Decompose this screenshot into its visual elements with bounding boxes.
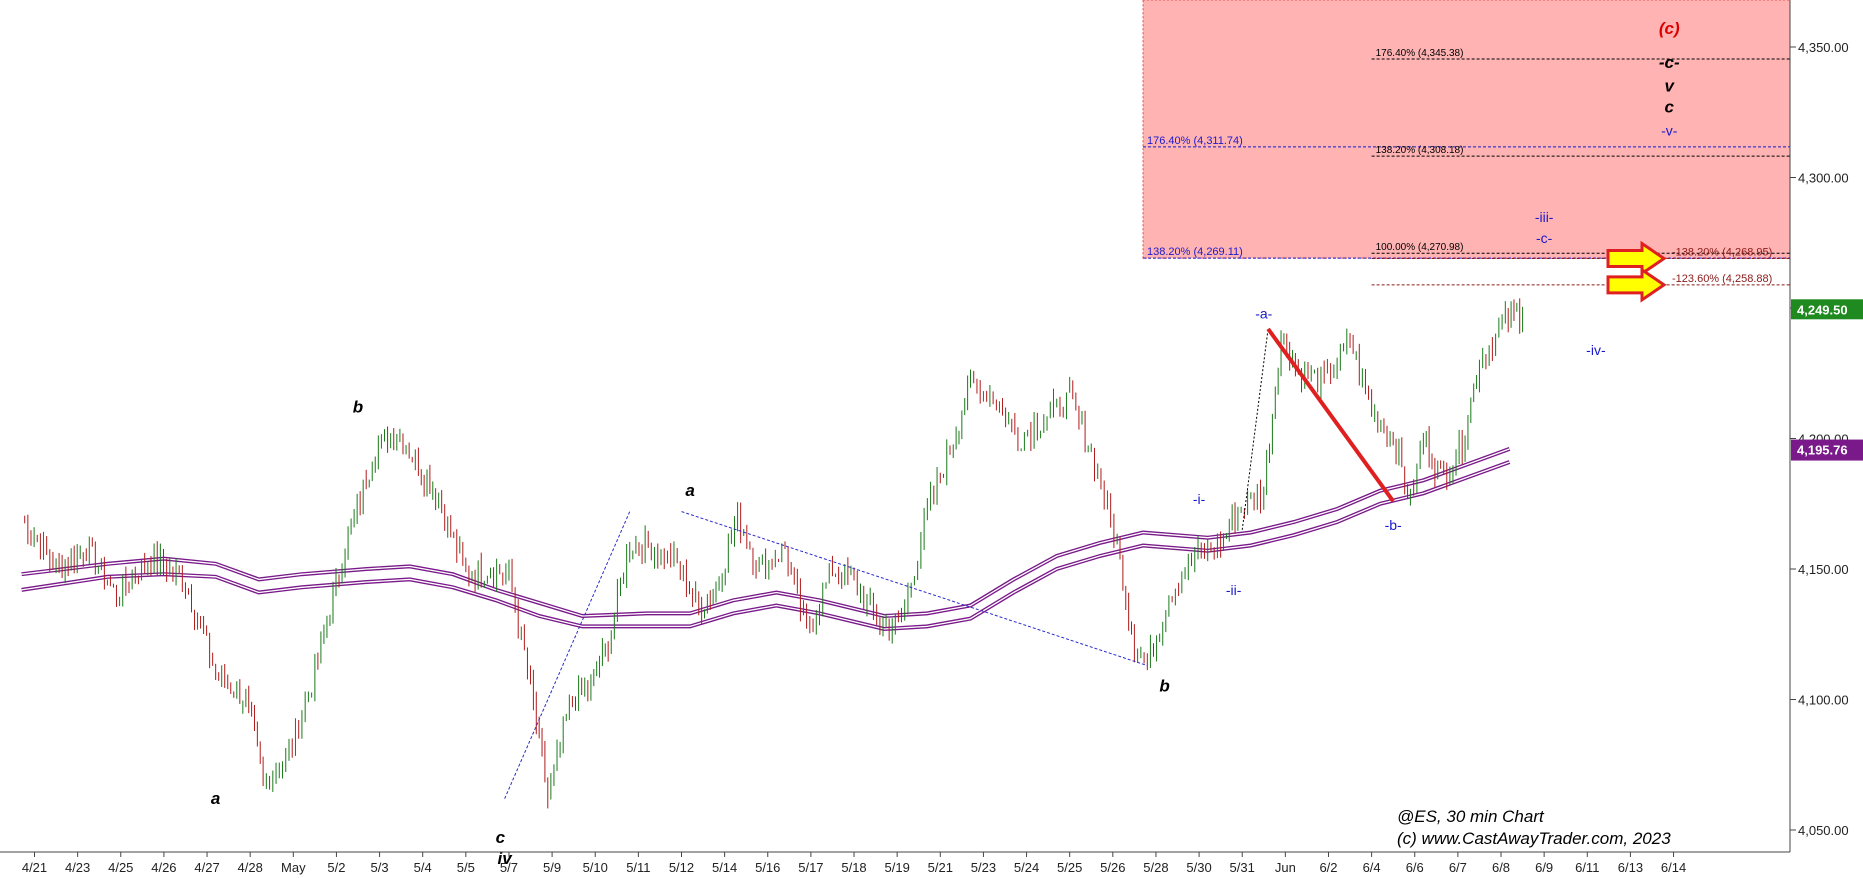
wave-label: -ii- (1226, 582, 1242, 598)
fib-level-label: -123.60% (4,258.88) (1672, 273, 1772, 285)
x-axis-tick-label: Jun (1275, 860, 1296, 875)
x-axis-tick-label: 6/8 (1492, 860, 1510, 875)
x-axis-tick-label: May (281, 860, 306, 875)
x-axis-tick-label: 5/12 (669, 860, 694, 875)
x-axis-tick-label: 6/6 (1406, 860, 1424, 875)
x-axis-tick-label: 5/30 (1186, 860, 1211, 875)
x-axis-tick-label: 5/10 (583, 860, 608, 875)
trend-line (681, 511, 1148, 667)
x-axis-tick-label: 5/24 (1014, 860, 1039, 875)
x-axis-tick-label: 5/19 (885, 860, 910, 875)
wave-label: v (1664, 76, 1675, 95)
x-axis-tick-label: 5/17 (798, 860, 823, 875)
x-axis-tick-label: 5/4 (414, 860, 432, 875)
moving-average-badge (1791, 439, 1863, 461)
target-zone (1142, 0, 1791, 259)
x-axis-tick-label: 6/14 (1661, 860, 1686, 875)
fib-level-label: 138.20% (4,308.18) (1376, 145, 1464, 156)
wave-label: -iv- (1586, 342, 1606, 358)
x-axis-tick-label: 5/9 (543, 860, 561, 875)
x-axis-tick-label: 5/2 (327, 860, 345, 875)
wave-label: a (685, 481, 694, 500)
fib-level-label: 100.00% (4,270.98) (1376, 242, 1464, 253)
wave-label: c (496, 828, 506, 847)
x-axis-tick-label: 4/23 (65, 860, 90, 875)
x-axis-tick-label: 5/31 (1230, 860, 1255, 875)
chart-caption: @ES, 30 min Chart (1397, 807, 1545, 826)
x-axis-tick-label: 5/28 (1143, 860, 1168, 875)
moving-average-highlight (21, 461, 1510, 630)
x-axis-tick-label: 4/27 (194, 860, 219, 875)
y-axis-tick-label: 4,050.00 (1798, 823, 1849, 838)
wave-label: b (1159, 677, 1169, 696)
x-axis-tick-label: 5/11 (626, 860, 650, 875)
x-axis-tick-label: 6/4 (1363, 860, 1381, 875)
trend-line (504, 511, 631, 799)
x-axis: 4/21 4/23 4/25 4/26 4/27 4/28 May 5/2 5/3 5/4 5/5 5… (0, 851, 1790, 875)
target-arrow (1606, 266, 1667, 303)
x-axis-tick-label: 6/2 (1319, 860, 1337, 875)
y-axis-tick-label: 4,350.00 (1798, 40, 1849, 55)
x-axis-tick-label: 5/25 (1057, 860, 1082, 875)
x-axis-tick-label: 5/21 (928, 860, 953, 875)
x-axis-tick-label: 4/28 (238, 860, 263, 875)
x-axis-tick-label: 5/14 (712, 860, 737, 875)
y-axis-tick-label: 4,100.00 (1798, 693, 1849, 708)
wave-label: -b- (1385, 517, 1402, 533)
x-axis-tick-label: 6/13 (1618, 860, 1643, 875)
x-axis-tick-label: 5/16 (755, 860, 780, 875)
x-axis-tick-label: 5/3 (371, 860, 389, 875)
last-price-label: 4,249.50 (1797, 302, 1848, 317)
x-axis-tick-label: 6/7 (1449, 860, 1467, 875)
wave-label: -v- (1661, 123, 1678, 139)
wave-label: -i- (1193, 491, 1206, 507)
y-axis: 4,350.004,300.004,250.004,200.004,150.00… (1789, 0, 1863, 852)
trend-line (1241, 328, 1269, 530)
wave-label: a (211, 789, 220, 808)
moving-average-highlight (21, 448, 1510, 617)
y-axis-tick-label: 4,300.00 (1798, 171, 1849, 186)
x-axis-tick-label: 6/9 (1535, 860, 1553, 875)
fib-level-label: -138.20% (4,268.95) (1672, 247, 1772, 259)
x-axis-tick-label: 5/7 (500, 860, 518, 875)
x-axis-tick-label: 4/26 (151, 860, 176, 875)
x-axis-tick-label: 5/5 (457, 860, 475, 875)
wave-label: -iii- (1535, 209, 1554, 225)
x-axis-tick-label: 4/21 (22, 860, 47, 875)
wave-label: -c- (1536, 230, 1553, 246)
wave-label: c (1664, 97, 1674, 116)
plot-area: 176.40% (4,311.74) 138.20% (4,269.11) 176.… (21, 0, 1791, 868)
fib-level-label: 176.40% (4,345.38) (1376, 48, 1464, 59)
moving-average-value-label: 4,195.76 (1797, 443, 1848, 458)
correction-line (1266, 327, 1395, 503)
target-arrow (1606, 240, 1667, 277)
y-axis-tick-label: 4,150.00 (1798, 562, 1849, 577)
last-price-badge (1791, 299, 1863, 320)
wave-label: (c) (1659, 19, 1680, 38)
x-axis-tick-label: 4/25 (108, 860, 133, 875)
chart-copyright: (c) www.CastAwayTrader.com, 2023 (1397, 829, 1671, 848)
fib-level-label: 138.20% (4,269.11) (1147, 246, 1243, 258)
wave-label: -a- (1255, 305, 1272, 321)
x-axis-tick-label: 5/23 (971, 860, 996, 875)
wave-label: b (353, 397, 363, 416)
x-axis-tick-label: 5/18 (841, 860, 866, 875)
x-axis-tick-label: 5/26 (1100, 860, 1125, 875)
fib-level-label: 176.40% (4,311.74) (1147, 135, 1243, 147)
x-axis-tick-label: 6/11 (1575, 860, 1599, 875)
wave-label: -c- (1659, 53, 1680, 72)
